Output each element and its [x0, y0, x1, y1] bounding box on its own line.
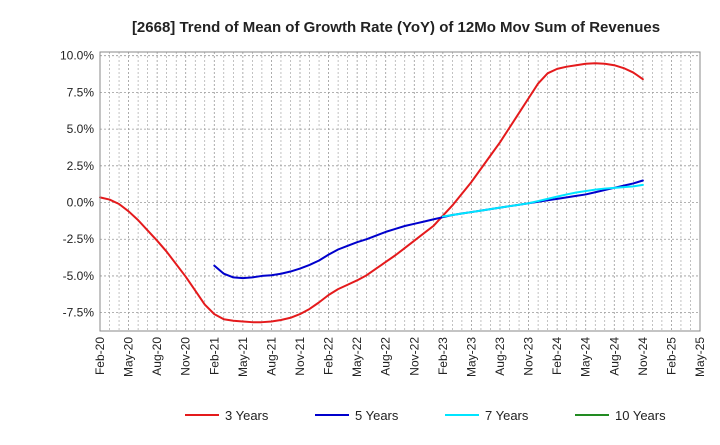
x-tick-label: May-25 — [693, 337, 707, 377]
y-axis: 10.0% 7.5% 5.0% 2.5% 0.0% -2.5% -5.0% -7.5% — [60, 49, 94, 320]
x-tick-label: May-20 — [122, 337, 136, 377]
y-tick-label: 2.5% — [67, 159, 95, 173]
x-tick-label: Feb-22 — [322, 337, 336, 375]
y-tick-label: 7.5% — [67, 85, 95, 99]
x-tick-label: Feb-20 — [93, 337, 107, 375]
x-tick-label: Aug-22 — [379, 337, 393, 376]
y-tick-label: 10.0% — [60, 49, 94, 63]
x-tick-label: Aug-21 — [264, 337, 278, 376]
y-tick-label: -5.0% — [63, 269, 95, 283]
x-tick-label: May-22 — [350, 337, 364, 377]
x-tick-label: Feb-23 — [436, 337, 450, 375]
x-tick-label: Nov-20 — [179, 337, 193, 376]
x-tick-label: May-24 — [579, 337, 593, 377]
grid-layer — [99, 52, 701, 331]
x-tick-label: Nov-22 — [407, 337, 421, 376]
x-tick-label: Aug-24 — [607, 337, 621, 376]
y-tick-label: 5.0% — [67, 122, 95, 136]
x-tick-label: May-21 — [236, 337, 250, 377]
x-tick-label: May-23 — [464, 337, 478, 377]
series-line-7-years — [441, 183, 644, 218]
legend-label: 5 Years — [355, 408, 399, 423]
legend-label: 3 Years — [225, 408, 269, 423]
series-line-3-years — [99, 62, 644, 324]
x-axis: Feb-20 May-20 Aug-20 Nov-20 Feb-21 May-21 Aug-… — [93, 337, 707, 377]
x-tick-label: Nov-24 — [636, 337, 650, 376]
x-tick-label: Feb-24 — [550, 337, 564, 375]
x-tick-label: Aug-20 — [150, 337, 164, 376]
x-tick-label: Nov-21 — [293, 337, 307, 376]
chart-title: [2668] Trend of Mean of Growth Rate (YoY… — [132, 19, 660, 36]
y-tick-label: 0.0% — [67, 196, 95, 210]
x-tick-label: Feb-25 — [664, 337, 678, 375]
y-tick-label: -2.5% — [63, 232, 95, 246]
x-tick-label: Aug-23 — [493, 337, 507, 376]
series-line-5-years — [213, 179, 644, 280]
legend: 3 Years 5 Years 7 Years 10 Years — [185, 408, 666, 423]
legend-label: 10 Years — [615, 408, 666, 423]
x-tick-label: Nov-23 — [522, 337, 536, 376]
plot-area-border — [99, 51, 701, 332]
legend-label: 7 Years — [485, 408, 529, 423]
x-tick-label: Feb-21 — [207, 337, 221, 375]
y-tick-label: -7.5% — [63, 306, 95, 320]
series-layer — [99, 62, 644, 324]
